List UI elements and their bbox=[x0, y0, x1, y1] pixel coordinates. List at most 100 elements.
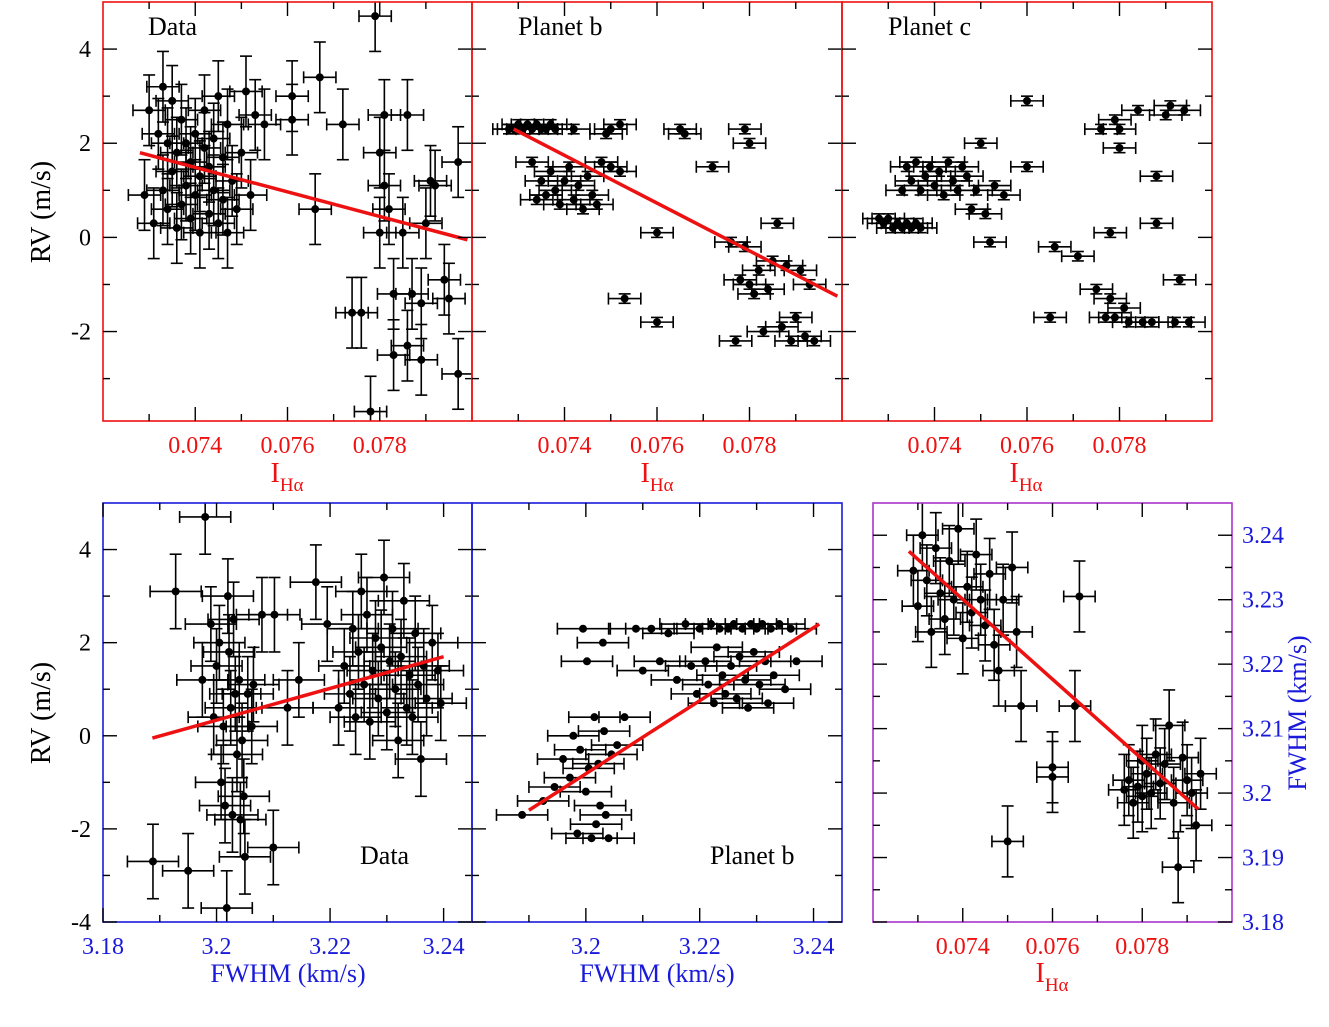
data-point bbox=[247, 722, 256, 731]
data-point bbox=[380, 573, 389, 582]
data-point bbox=[994, 666, 1003, 675]
data-point bbox=[1012, 627, 1021, 636]
data-point bbox=[1180, 106, 1189, 115]
data-point bbox=[764, 285, 772, 294]
data-point bbox=[962, 172, 971, 181]
data-point bbox=[223, 592, 232, 601]
y-tick-label: 3.19 bbox=[1242, 846, 1284, 872]
data-point bbox=[215, 638, 224, 647]
data-point bbox=[315, 73, 324, 82]
data-point bbox=[428, 638, 437, 647]
iha-sub: Hα bbox=[280, 475, 304, 496]
data-point bbox=[417, 355, 426, 364]
data-point bbox=[219, 722, 228, 731]
data-point bbox=[1138, 792, 1147, 801]
data-point bbox=[990, 181, 999, 190]
data-point bbox=[345, 689, 354, 698]
data-point bbox=[551, 186, 560, 195]
x-tick-label: 0.078 bbox=[723, 433, 777, 459]
data-point bbox=[269, 843, 278, 852]
data-point bbox=[388, 624, 397, 633]
data-point bbox=[195, 228, 204, 237]
data-point bbox=[940, 615, 949, 624]
data-point bbox=[238, 736, 247, 745]
y-tick-label: -2 bbox=[71, 817, 91, 843]
panel-bottom-right: 0.074 0.076 0.078 3.24 3.23 3.22 3.21 3.2 3.19 3.… bbox=[872, 502, 1284, 960]
data-point bbox=[518, 810, 527, 819]
data-point bbox=[154, 129, 163, 138]
data-point bbox=[228, 810, 237, 819]
error-bar bbox=[1167, 104, 1202, 117]
data-point bbox=[600, 727, 609, 736]
error-bar bbox=[358, 2, 393, 53]
xlabel-top-right-iha: IHα bbox=[1009, 458, 1042, 496]
data-point bbox=[384, 205, 393, 214]
data-point bbox=[781, 685, 790, 694]
data-point bbox=[764, 699, 772, 708]
data-point bbox=[1178, 753, 1187, 762]
data-point bbox=[1115, 143, 1124, 152]
data-point bbox=[1129, 798, 1138, 807]
data-point bbox=[380, 181, 389, 190]
x-tick-label: 0.074 bbox=[908, 433, 962, 459]
data-point bbox=[177, 115, 186, 124]
data-point bbox=[532, 195, 541, 204]
data-point bbox=[436, 699, 445, 708]
data-point bbox=[559, 755, 568, 764]
x-tick-label: 3.2 bbox=[202, 934, 232, 960]
data-point bbox=[171, 587, 180, 596]
data-point bbox=[922, 576, 931, 585]
data-point bbox=[1048, 763, 1057, 772]
data-point bbox=[421, 219, 430, 228]
data-point bbox=[680, 129, 689, 138]
data-point bbox=[709, 699, 718, 708]
data-point bbox=[569, 125, 578, 134]
iha-sub: Hα bbox=[650, 475, 674, 496]
data-point bbox=[712, 643, 721, 652]
data-point bbox=[1152, 219, 1161, 228]
plot-area bbox=[862, 94, 1206, 329]
x-tick-label: 0.078 bbox=[353, 433, 407, 459]
iha-sub: Hα bbox=[1019, 475, 1043, 496]
data-point bbox=[365, 717, 374, 726]
data-point bbox=[602, 129, 611, 138]
data-point bbox=[422, 694, 431, 703]
data-point bbox=[574, 181, 583, 190]
data-point bbox=[399, 596, 408, 605]
plot-area bbox=[495, 618, 823, 845]
data-point bbox=[168, 167, 177, 176]
data-point bbox=[260, 120, 269, 129]
data-point bbox=[740, 125, 749, 134]
xlabel-top-mid-iha: IHα bbox=[640, 458, 673, 496]
data-point bbox=[1110, 115, 1119, 124]
data-point bbox=[727, 661, 735, 670]
data-point bbox=[550, 782, 559, 791]
data-point bbox=[718, 671, 727, 680]
x-tick-label: 0.074 bbox=[936, 934, 990, 960]
error-bar bbox=[362, 116, 397, 189]
data-point bbox=[582, 657, 591, 666]
data-point bbox=[239, 792, 248, 801]
panel-title-top-data: Data bbox=[148, 12, 198, 41]
data-point bbox=[403, 341, 412, 350]
data-point bbox=[357, 308, 366, 317]
data-point bbox=[1106, 228, 1115, 237]
y-tick-label: 2 bbox=[79, 131, 91, 157]
data-point bbox=[1174, 863, 1183, 872]
x-tick-label: 3.24 bbox=[793, 934, 835, 960]
data-point bbox=[1156, 779, 1165, 788]
plot-area bbox=[127, 2, 472, 421]
y-tick-label: 3.21 bbox=[1242, 717, 1284, 743]
panel-bottom-planet-b: 3.2 3.22 3.24 bbox=[471, 502, 843, 960]
data-point bbox=[1023, 96, 1031, 105]
data-point bbox=[184, 866, 193, 875]
data-point bbox=[212, 661, 221, 670]
data-point bbox=[362, 610, 371, 619]
data-point bbox=[217, 778, 226, 787]
data-point bbox=[200, 106, 209, 115]
data-point bbox=[209, 134, 218, 143]
panel-title-top-planet-b: Planet b bbox=[518, 12, 603, 41]
y-tick-label: 4 bbox=[79, 37, 91, 63]
data-point bbox=[288, 115, 297, 124]
